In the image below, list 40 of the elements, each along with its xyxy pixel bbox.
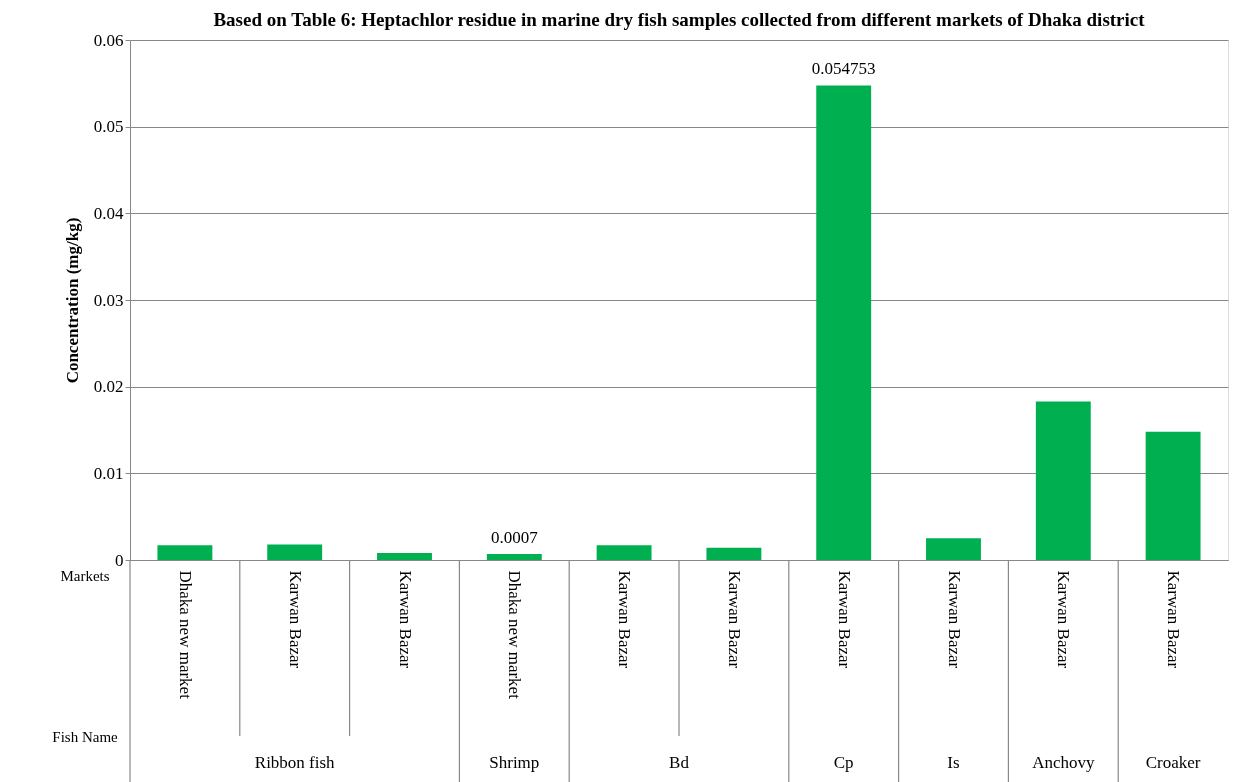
- data-label: 0.0007: [490, 527, 539, 547]
- x-tick-label: Dhaka new market: [175, 570, 195, 700]
- bar: [377, 553, 432, 560]
- text: Anchovy: [1032, 753, 1095, 772]
- x-tick-label: Karwan Bazar: [1164, 570, 1184, 669]
- text: Croaker: [1145, 753, 1201, 772]
- bar: [1145, 431, 1201, 560]
- x-tick-label: Dhaka new market: [505, 570, 525, 700]
- text: Cp: [833, 753, 854, 772]
- bar: [926, 538, 981, 560]
- x-tick-label: Karwan Bazar: [1054, 570, 1074, 669]
- x-tick-label: Karwan Bazar: [724, 570, 744, 669]
- y-tick-label: 0.02: [93, 377, 124, 397]
- bar: [596, 545, 652, 560]
- text: Markets: [60, 568, 110, 584]
- y-tick-label: 0.01: [93, 463, 124, 483]
- bar: [157, 545, 213, 560]
- x-tick-label: Karwan Bazar: [834, 570, 854, 669]
- text: Is: [947, 753, 960, 772]
- y-tick-label: 0.03: [93, 290, 124, 310]
- x-tick-label: Karwan Bazar: [395, 570, 415, 669]
- text: Bd: [669, 753, 690, 772]
- y-tick-label: 0.05: [93, 117, 124, 137]
- y-tick-label: 0.04: [93, 203, 124, 223]
- x-tick-label: Karwan Bazar: [615, 570, 635, 669]
- y-tick-label: 0.06: [93, 30, 124, 50]
- bar: [486, 553, 542, 560]
- bar: [1035, 401, 1091, 560]
- text: Ribbon fish: [254, 753, 336, 772]
- data-label: 0.054753: [811, 59, 876, 79]
- bar: [267, 544, 323, 560]
- y-tick-label: 0: [115, 550, 124, 570]
- y-axis-title: Concentration (mg/kg): [62, 217, 82, 384]
- x-tick-label: Karwan Bazar: [285, 570, 305, 669]
- bar: [816, 85, 872, 560]
- chart-title: Based on Table 6: Heptachlor residue in marine dry fish samples collected from different markets of Dhaka district: [213, 9, 1146, 30]
- bar: [706, 547, 762, 560]
- text: Shrimp: [489, 753, 540, 772]
- x-tick-label: Karwan Bazar: [944, 570, 964, 669]
- text: Fish Name: [52, 729, 119, 745]
